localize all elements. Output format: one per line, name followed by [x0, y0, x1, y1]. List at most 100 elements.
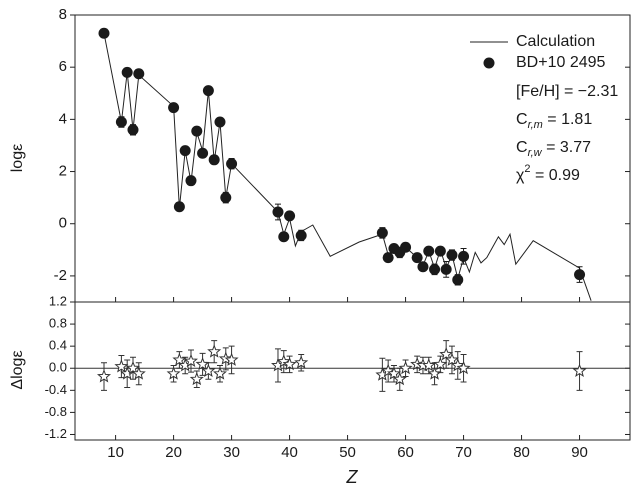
- data-point: [417, 261, 429, 273]
- plot-frame: [74, 301, 631, 441]
- data-point: [376, 227, 388, 239]
- data-point: [434, 245, 446, 257]
- data-point: [382, 252, 394, 264]
- annotation-part: = 0.99: [531, 167, 580, 184]
- star-marker: [439, 347, 454, 361]
- x-axis-label: Z: [346, 467, 359, 487]
- data-point: [440, 263, 452, 275]
- legend-marker: [483, 57, 495, 69]
- star-marker: [282, 357, 297, 371]
- y-tick-label: 0.4: [49, 338, 67, 353]
- data-point: [220, 192, 232, 204]
- y-tick-label: -0.4: [45, 382, 67, 397]
- star-marker: [456, 360, 471, 375]
- data-point: [208, 154, 220, 166]
- y-tick-label: 2: [59, 163, 67, 180]
- annotation-part: [Fe/H] = −2.31: [516, 83, 618, 100]
- star-marker: [189, 371, 204, 386]
- star-marker: [195, 357, 210, 371]
- data-point: [98, 27, 110, 39]
- y-tick-label: 8: [59, 6, 67, 23]
- star-marker: [381, 363, 396, 378]
- star-marker: [445, 352, 460, 366]
- x-tick-label: 30: [223, 444, 240, 461]
- star-marker: [427, 366, 442, 380]
- star-marker: [294, 355, 309, 369]
- star-marker: [392, 371, 407, 386]
- annotation: χ2 = 0.99: [516, 163, 580, 184]
- data-point: [179, 145, 191, 157]
- data-point: [168, 102, 180, 114]
- star-marker: [421, 358, 436, 372]
- annotation-subscript: r,m: [528, 119, 543, 131]
- annotation-subscript: r,w: [528, 147, 543, 159]
- x-tick-label: 90: [571, 444, 588, 461]
- star-marker: [450, 358, 465, 372]
- data-point: [127, 124, 139, 136]
- y-tick-label: -2: [54, 267, 67, 284]
- annotation-part: = 1.81: [543, 111, 592, 128]
- data-point: [284, 210, 296, 222]
- legend-label: Calculation: [516, 33, 595, 50]
- annotation: [Fe/H] = −2.31: [516, 83, 618, 100]
- y-tick-label: 6: [59, 58, 67, 75]
- star-marker: [184, 353, 198, 367]
- data-point: [185, 175, 197, 187]
- legend-label: BD+10 2495: [516, 54, 606, 71]
- star-marker: [207, 344, 222, 358]
- y-axis-label: Δlogε: [9, 350, 26, 389]
- star-marker: [201, 363, 216, 378]
- annotation-superscript: 2: [524, 163, 530, 175]
- star-marker: [126, 360, 140, 375]
- y-tick-label: 1.2: [49, 293, 67, 308]
- x-tick-label: 70: [455, 444, 472, 461]
- x-tick-label: 60: [397, 444, 414, 461]
- y-tick-label: 0: [59, 215, 67, 232]
- data-point: [423, 245, 435, 257]
- data-point: [278, 231, 290, 243]
- data-point: [173, 201, 185, 213]
- data-point: [115, 116, 127, 128]
- y-tick-label: 0.8: [49, 316, 67, 331]
- star-marker: [114, 359, 129, 373]
- annotation: Cr,m = 1.81: [516, 111, 592, 131]
- star-marker: [166, 366, 181, 380]
- data-point: [458, 250, 470, 262]
- x-tick-label: 40: [281, 444, 298, 461]
- annotation-part: C: [516, 139, 528, 156]
- data-point: [121, 66, 133, 78]
- data-point: [429, 263, 441, 275]
- y-tick-label: 0.0: [49, 360, 67, 375]
- x-tick-label: 10: [107, 444, 124, 461]
- data-point: [295, 229, 307, 241]
- data-point: [133, 68, 145, 80]
- star-marker: [387, 366, 402, 380]
- x-tick-label: 80: [513, 444, 530, 461]
- data-point: [197, 147, 209, 159]
- annotation-part: C: [516, 111, 528, 128]
- star-marker: [213, 366, 227, 380]
- star-marker: [97, 369, 111, 383]
- star-marker: [572, 363, 587, 378]
- y-axis-label: logε: [9, 144, 26, 172]
- data-point: [446, 249, 458, 261]
- y-tick-label: 4: [59, 110, 67, 127]
- star-marker: [398, 360, 413, 375]
- data-point: [191, 125, 203, 137]
- annotation: Cr,w = 3.77: [516, 139, 591, 159]
- data-point: [214, 116, 226, 128]
- star-marker: [276, 354, 291, 368]
- x-tick-label: 20: [165, 444, 182, 461]
- data-point: [400, 241, 412, 253]
- y-tick-label: -1.2: [45, 426, 67, 441]
- star-marker: [131, 366, 146, 380]
- star-marker: [224, 352, 239, 366]
- star-marker: [172, 352, 187, 366]
- x-tick-label: 50: [339, 444, 356, 461]
- data-point: [574, 269, 586, 281]
- annotation-part: χ: [516, 167, 525, 184]
- data-point: [411, 252, 423, 264]
- data-point: [226, 158, 238, 170]
- y-tick-label: -0.8: [45, 404, 67, 419]
